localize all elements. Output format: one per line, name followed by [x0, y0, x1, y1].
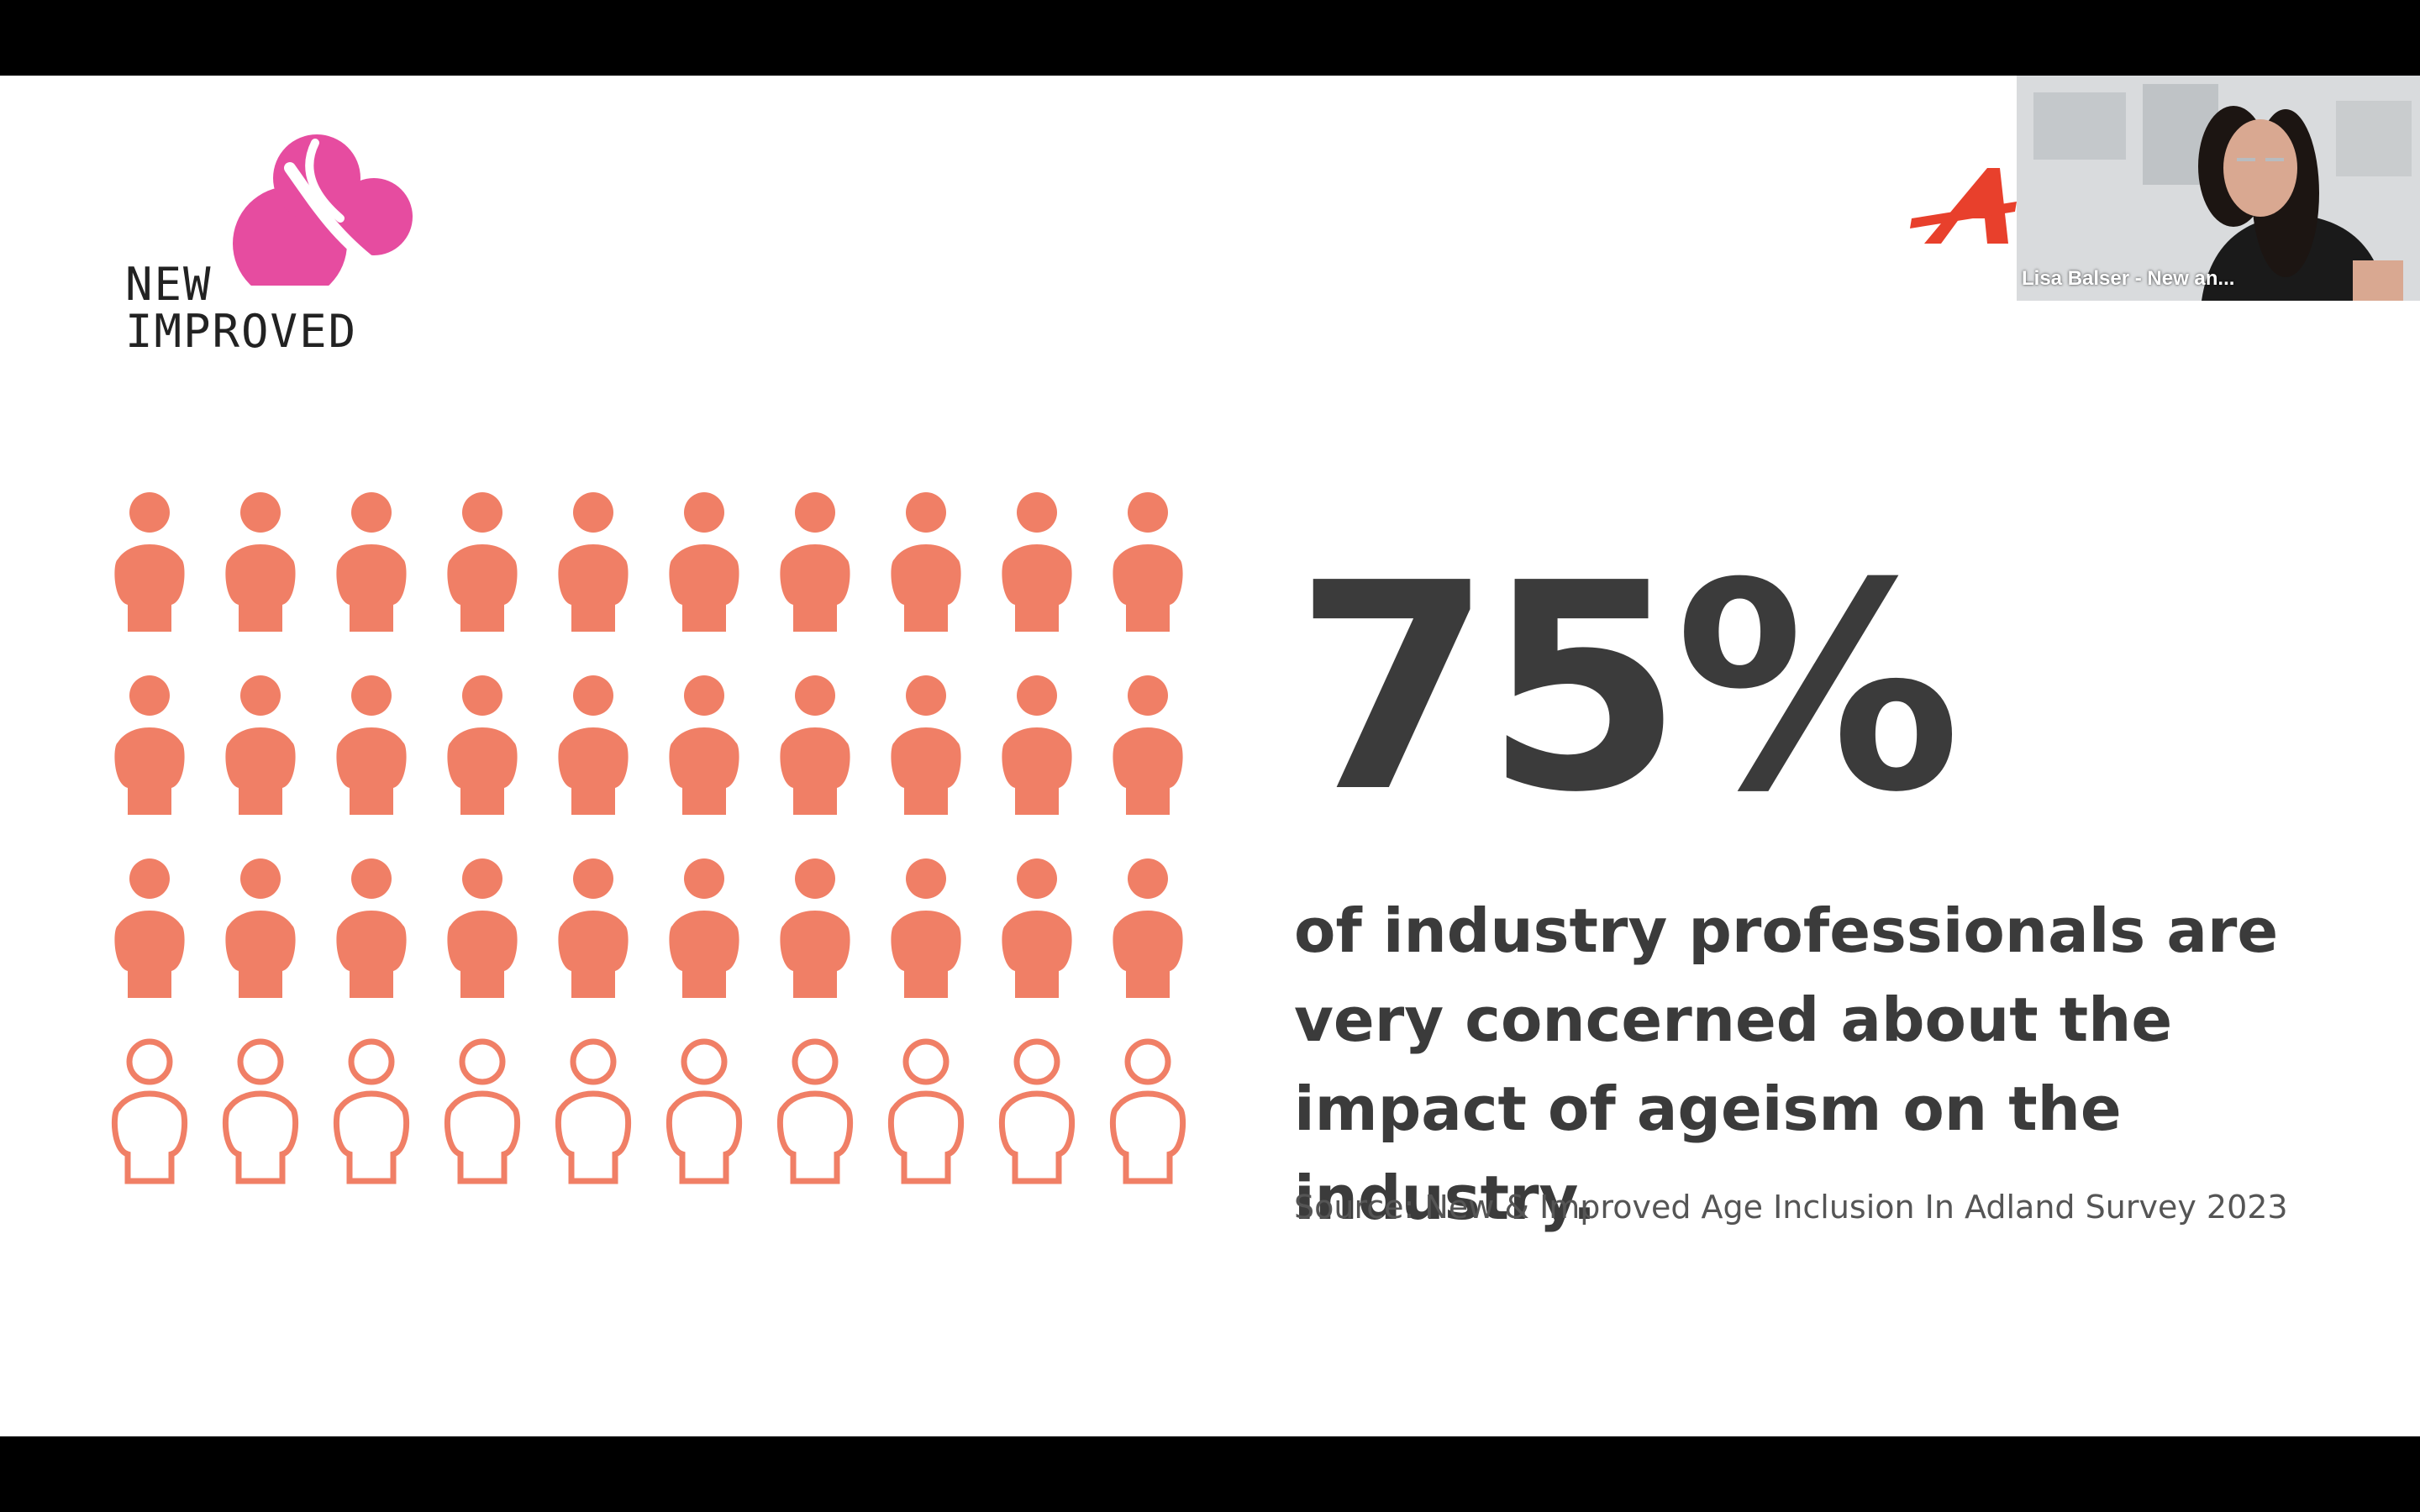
person-icon: [891, 675, 961, 815]
aarp-logo-icon: [1910, 168, 2017, 244]
partner-logo: [1907, 160, 2017, 252]
person-icon: [887, 1038, 965, 1184]
person-icon: [1002, 858, 1072, 998]
person-icon: [558, 492, 629, 632]
person-icon: [891, 858, 961, 998]
person-icon: [447, 492, 518, 632]
person-icon: [998, 1038, 1076, 1184]
person-icon: [780, 675, 850, 815]
person-icon: [891, 492, 961, 632]
participant-video-tile[interactable]: Lisa Balser - New an...: [2017, 76, 2420, 301]
new-and-improved-logo: NEW IMPROVED: [122, 118, 424, 386]
person-icon: [114, 492, 185, 632]
person-icon: [666, 1038, 743, 1184]
person-icon: [333, 1038, 410, 1184]
person-icon: [1109, 1038, 1186, 1184]
person-icon: [780, 858, 850, 998]
person-icon: [669, 492, 739, 632]
logo-word-improved: IMPROVED: [125, 305, 358, 358]
person-icon: [780, 492, 850, 632]
person-icon: [114, 858, 185, 998]
presentation-slide: NEW IMPROVED 75% of industry professiona…: [0, 76, 2420, 1436]
logo-word-new: NEW: [125, 258, 213, 311]
statistic-caption: of industry professionals are very conce…: [1294, 895, 2279, 1233]
source-note: Source: New & Improved Age Inclusion In …: [1294, 1189, 2288, 1226]
statistic-value: 75%: [1294, 522, 1961, 855]
people-pictogram: [111, 492, 1186, 1184]
person-icon: [114, 675, 185, 815]
person-icon: [669, 675, 739, 815]
participant-name-label: Lisa Balser - New an...: [2022, 267, 2235, 290]
person-icon: [447, 858, 518, 998]
person-icon: [669, 858, 739, 998]
person-icon: [444, 1038, 521, 1184]
person-icon: [558, 675, 629, 815]
person-icon: [1002, 492, 1072, 632]
person-icon: [555, 1038, 632, 1184]
person-icon: [1113, 492, 1183, 632]
person-icon: [336, 675, 407, 815]
ampersand-icon: [233, 134, 413, 286]
person-icon: [776, 1038, 854, 1184]
person-icon: [447, 675, 518, 815]
person-icon: [336, 492, 407, 632]
person-icon: [222, 1038, 299, 1184]
person-icon: [1113, 675, 1183, 815]
person-icon: [1113, 858, 1183, 998]
person-icon: [336, 858, 407, 998]
person-icon: [225, 492, 296, 632]
person-icon: [225, 675, 296, 815]
person-icon: [1002, 675, 1072, 815]
person-icon: [111, 1038, 188, 1184]
participant-video-icon: [2017, 76, 2420, 301]
person-icon: [225, 858, 296, 998]
person-icon: [558, 858, 629, 998]
